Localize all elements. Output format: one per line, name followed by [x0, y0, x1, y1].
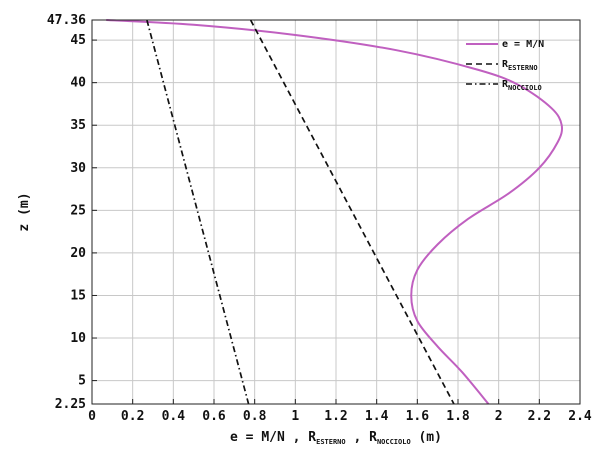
x-tick-label: 0.6	[202, 409, 226, 424]
x-axis-title: e = M/N , RESTERNO , RNOCCIOLO (m)	[230, 430, 442, 446]
legend-label-r-esterno: RESTERNO	[502, 59, 538, 72]
y-tick-label: 10	[70, 331, 86, 346]
x-tick-label: 0.4	[162, 409, 186, 424]
x-tick-label: 0	[88, 409, 96, 424]
series-group	[106, 19, 564, 405]
y-axis-title: z (m)	[17, 192, 32, 231]
y-tick-label: 40	[70, 76, 86, 91]
series-line-r-esterno	[249, 19, 455, 405]
y-tick-label: 15	[70, 288, 86, 303]
y-tick-label: 47.36	[47, 13, 86, 28]
legend-label-e: e = M/N	[502, 39, 544, 50]
y-tick-label: 5	[78, 374, 86, 389]
x-tick-label: 2.2	[528, 409, 551, 424]
y-tick-label: 45	[70, 33, 86, 48]
series-line-e	[106, 19, 564, 405]
x-tick-label: 1.8	[446, 409, 470, 424]
y-tick-label: 35	[70, 118, 86, 133]
y-tick-label: 30	[70, 161, 86, 176]
y-tick-label: 20	[70, 246, 86, 261]
y-tick-label: 25	[70, 203, 86, 218]
y-tick-label: 2.25	[55, 397, 86, 412]
x-tick-label: 0.8	[243, 409, 267, 424]
tick-labels: 0 0.2 0.4 0.6 0.8 1 1.2 1.4 1.6 1.8 2 2.2 2.4 2.25 5 10…	[47, 13, 592, 424]
legend-label-r-nocciolo: RNOCCIOLO	[502, 79, 542, 92]
series-line-r-nocciolo	[146, 19, 250, 405]
x-tick-label: 2	[495, 409, 503, 424]
x-tick-label: 1	[291, 409, 299, 424]
x-tick-label: 1.2	[324, 409, 347, 424]
legend: e = M/N RESTERNO RNOCCIOLO	[466, 39, 544, 92]
grid	[91, 19, 581, 405]
x-tick-label: 1.4	[365, 409, 389, 424]
x-tick-label: 1.6	[406, 409, 430, 424]
x-tick-label: 2.4	[568, 409, 592, 424]
x-tick-label: 0.2	[121, 409, 144, 424]
